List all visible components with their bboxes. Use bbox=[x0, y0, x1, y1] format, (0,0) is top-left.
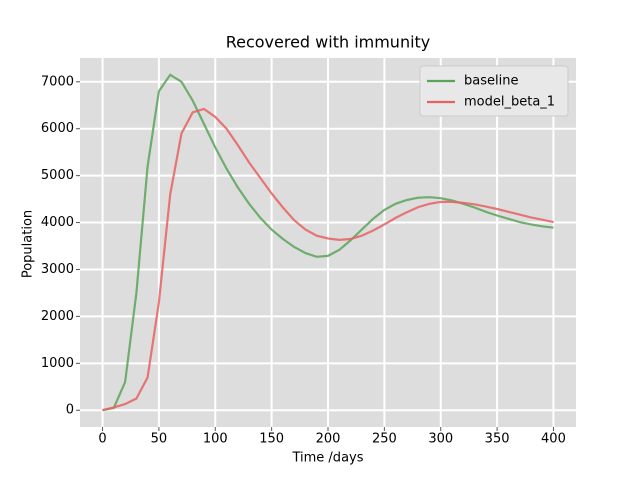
chart-title: Recovered with immunity bbox=[226, 33, 431, 52]
y-tick-label: 2000 bbox=[41, 309, 74, 324]
x-tick-label: 100 bbox=[203, 432, 228, 447]
x-tick-label: 200 bbox=[316, 432, 341, 447]
line bbox=[102, 107, 554, 412]
x-axis-label: Time /days bbox=[291, 451, 363, 466]
x-tick-label: 250 bbox=[372, 432, 397, 447]
y-tick-label: 5000 bbox=[41, 168, 74, 183]
x-tick-label: 300 bbox=[428, 432, 453, 447]
x-tick-label: 50 bbox=[151, 432, 168, 447]
y-tick-label: 7000 bbox=[41, 74, 74, 89]
legend-label: model_beta_1 bbox=[464, 95, 555, 110]
y-tick-label: 3000 bbox=[41, 262, 74, 277]
y-tick-label: 1000 bbox=[41, 356, 74, 371]
x-tick-label: 350 bbox=[485, 432, 510, 447]
y-tick-label: 4000 bbox=[41, 215, 74, 230]
legend-box bbox=[419, 65, 569, 117]
y-tick-label: 0 bbox=[66, 403, 74, 418]
x-tick-label: 400 bbox=[541, 432, 566, 447]
x-tick-label: 150 bbox=[259, 432, 284, 447]
legend-label: baseline bbox=[464, 74, 518, 89]
y-axis-label: Population bbox=[21, 210, 36, 278]
y-tick-label: 6000 bbox=[41, 121, 74, 136]
line bbox=[102, 73, 554, 412]
x-tick-label: 0 bbox=[98, 432, 106, 447]
